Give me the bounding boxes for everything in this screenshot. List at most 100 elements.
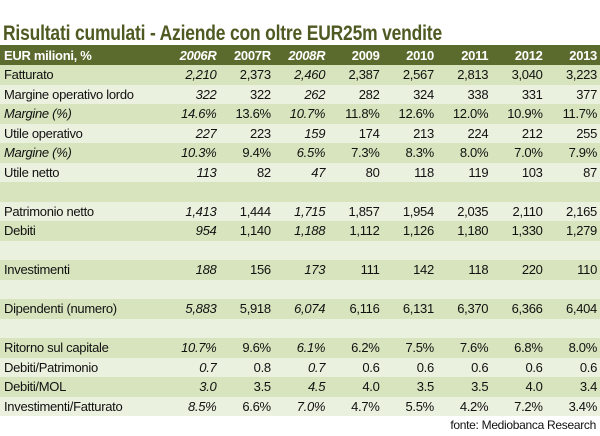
cell-2013: 0.6 (545, 357, 600, 377)
header-year-2007r: 2007R (219, 45, 274, 65)
cell-2012: 4.0 (491, 377, 546, 397)
row-label: Margine (%) (0, 143, 166, 163)
table-row: Debiti 954 1,140 1,188 1,112 1,126 1,180 1,330 1… (0, 221, 600, 241)
spacer-row (0, 318, 600, 338)
row-label: Margine operativo lordo (0, 84, 166, 104)
cell-2006r: 8.5% (165, 396, 220, 416)
cell-2012: 10.9% (491, 104, 546, 124)
table-row: Utile operativo 227 223 159 174 213 224 212 255 (0, 123, 600, 143)
cell-2013: 7.9% (545, 143, 600, 163)
cell-2009: 174 (328, 123, 383, 143)
cell-2013: 3.4% (545, 396, 600, 416)
spacer-row (0, 240, 600, 260)
table-header-row: EUR milioni, % 2006R 2007R 2008R 2009 2010 20… (0, 45, 600, 65)
cell-2012: 220 (491, 260, 546, 280)
cell-2008r (273, 318, 329, 338)
cell-2011: 2,813 (436, 65, 492, 85)
cell-2006r: 5,883 (165, 299, 220, 319)
cell-2010: 6,131 (382, 299, 437, 319)
cell-2009: 7.3% (328, 143, 383, 163)
cell-2006r: 188 (165, 260, 220, 280)
cell-2013 (545, 318, 600, 338)
spacer-row (0, 279, 600, 299)
cell-2008r: 1,715 (273, 201, 329, 221)
cell-2013: 3.4 (545, 377, 600, 397)
cell-2010: 1,954 (382, 201, 437, 221)
cell-2011: 118 (436, 260, 492, 280)
cell-2011: 12.0% (436, 104, 492, 124)
table-row: Patrimonio netto 1,413 1,444 1,715 1,857 1,95… (0, 201, 600, 221)
table-row: Margine (%) 14.6% 13.6% 10.7% 11.8% 12.6% 12.0… (0, 104, 600, 124)
table-row: Margine operativo lordo 322 322 262 282 324 33… (0, 84, 600, 104)
cell-2010: 5.5% (382, 396, 437, 416)
cell-2012: 212 (491, 123, 546, 143)
cell-2012: 6,366 (491, 299, 546, 319)
cell-2010 (382, 240, 437, 260)
cell-2008r: 7.0% (273, 396, 329, 416)
cell-2007r: 82 (219, 162, 274, 182)
cell-2013: 110 (545, 260, 600, 280)
cell-2006r: 3.0 (165, 377, 220, 397)
cell-2013 (545, 182, 600, 202)
cell-2012 (491, 182, 546, 202)
cell-2009: 111 (328, 260, 383, 280)
table-row: Fatturato 2,210 2,373 2,460 2,387 2,567 2,813 3… (0, 65, 600, 85)
cell-2013: 255 (545, 123, 600, 143)
cell-2006r (165, 279, 220, 299)
row-label: Utile netto (0, 162, 166, 182)
row-label: Investimenti (0, 260, 166, 280)
cell-2011 (436, 240, 492, 260)
cell-2008r: 0.7 (273, 357, 329, 377)
row-label: Ritorno sul capitale (0, 338, 166, 358)
cell-2009: 0.6 (328, 357, 383, 377)
cell-2006r: 0.7 (165, 357, 220, 377)
cell-2007r: 2,373 (219, 65, 274, 85)
spacer-row (0, 182, 600, 202)
cell-2009: 11.8% (328, 104, 383, 124)
cell-2006r (165, 240, 220, 260)
table-row: Ritorno sul capitale 10.7% 9.6% 6.1% 6.2% 7.5… (0, 338, 600, 358)
table-row: Debiti/Patrimonio 0.7 0.8 0.7 0.6 0.6 0.6 0.6 0.… (0, 357, 600, 377)
cell-2012: 331 (491, 84, 546, 104)
cell-2006r: 10.7% (165, 338, 220, 358)
cell-2007r: 156 (219, 260, 274, 280)
row-label (0, 279, 166, 299)
source-note: fonte: Mediobanca Research (450, 418, 596, 432)
header-year-2009: 2009 (328, 45, 383, 65)
cell-2007r: 3.5 (219, 377, 274, 397)
table-title: Risultati cumulati - Aziende con oltre E… (3, 22, 442, 45)
cell-2009: 1,112 (328, 221, 383, 241)
cell-2011: 2,035 (436, 201, 492, 221)
cell-2008r: 6,074 (273, 299, 329, 319)
cell-2007r (219, 318, 274, 338)
cell-2011: 7.6% (436, 338, 492, 358)
cell-2008r (273, 240, 329, 260)
row-label: Dipendenti (numero) (0, 299, 166, 319)
cell-2010: 118 (382, 162, 437, 182)
cell-2008r: 262 (273, 84, 329, 104)
cell-2013: 377 (545, 84, 600, 104)
cell-2007r: 9.6% (219, 338, 274, 358)
cell-2009: 2,387 (328, 65, 383, 85)
row-label: Debiti/MOL (0, 377, 166, 397)
cell-2006r: 10.3% (165, 143, 220, 163)
cell-2011: 1,180 (436, 221, 492, 241)
cell-2010: 142 (382, 260, 437, 280)
cell-2006r: 954 (165, 221, 220, 241)
cell-2008r (273, 182, 329, 202)
row-label: Margine (%) (0, 104, 166, 124)
cell-2011: 0.6 (436, 357, 492, 377)
cell-2007r: 1,444 (219, 201, 274, 221)
cell-2013: 6,404 (545, 299, 600, 319)
cell-2012: 0.6 (491, 357, 546, 377)
row-label (0, 182, 166, 202)
cell-2010 (382, 318, 437, 338)
cell-2006r (165, 182, 220, 202)
cell-2009: 6.2% (328, 338, 383, 358)
cell-2011 (436, 279, 492, 299)
header-year-2013: 2013 (545, 45, 600, 65)
cell-2010: 0.6 (382, 357, 437, 377)
cell-2007r: 5,918 (219, 299, 274, 319)
cell-2007r: 1,140 (219, 221, 274, 241)
cell-2008r: 173 (273, 260, 329, 280)
